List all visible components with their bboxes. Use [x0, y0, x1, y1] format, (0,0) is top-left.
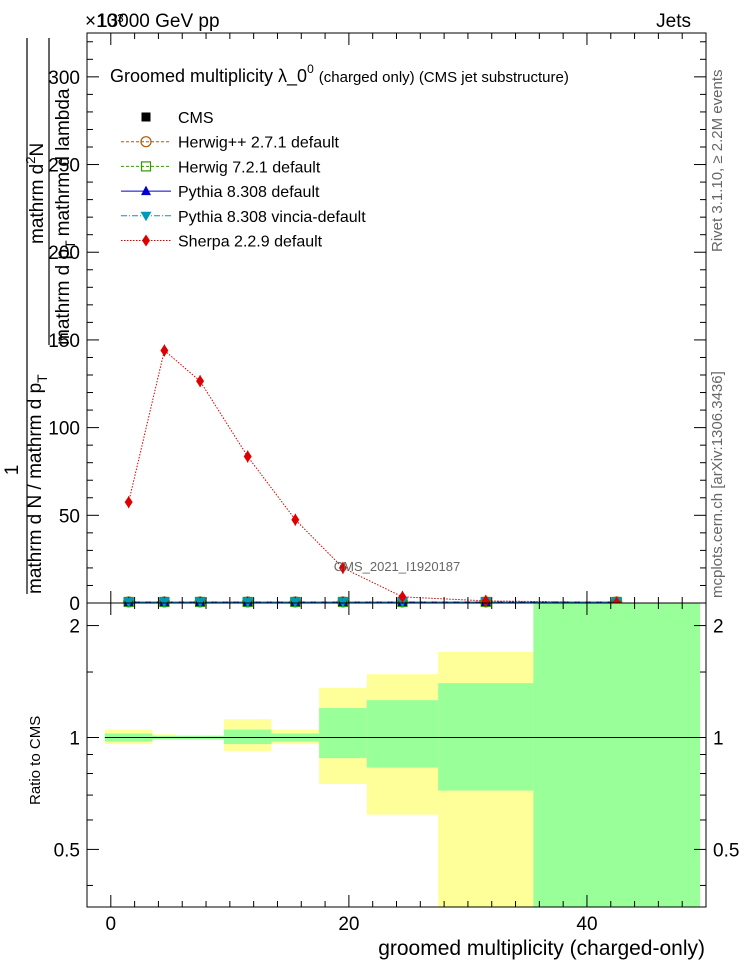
- main-ytick-label: 250: [48, 156, 80, 177]
- main-axes: 0 50 100 150 200 250 300: [48, 33, 706, 615]
- rivet-label: Rivet 3.1.10, ≥ 2.2M events: [709, 70, 726, 253]
- legend-label: Sherpa 2.2.9 default: [178, 234, 323, 251]
- data-point: [338, 561, 347, 574]
- main-panel: 0 50 100 150 200 250 300 Groomed multiplicity …: [48, 32, 707, 615]
- legend-marker: [141, 112, 151, 122]
- legend: CMS Herwig++ 2.7.1 default Herwig 7.2.1 de…: [121, 110, 366, 251]
- main-y-axis-label: 1 mathrm d N / mathrm d pT mathrm d2N ma…: [2, 38, 78, 594]
- ylabel-one: 1: [2, 465, 23, 476]
- mcplots-label: mcplots.cern.ch [arXiv:1306.3436]: [709, 371, 726, 598]
- data-point: [481, 594, 490, 607]
- svg-text:mathrm d2N: mathrm d2N: [23, 143, 48, 244]
- data-point: [124, 496, 133, 509]
- main-ytick-label: 200: [48, 243, 80, 264]
- ylabel-den2-sub: T: [62, 240, 78, 249]
- sherpa-line: [128, 349, 617, 603]
- ratio-ytick-label-right: 2: [713, 617, 724, 638]
- ylabel-num: mathrm d: [27, 164, 48, 244]
- main-chart-title: Groomed multiplicity λ_00 (charged only) …: [110, 62, 569, 87]
- data-point: [196, 375, 205, 388]
- ylabel-den-sub: T: [34, 374, 50, 383]
- ratio-ytick-label-right: 0.5: [713, 840, 739, 861]
- ratio-band-green: [438, 683, 534, 791]
- data-point: [291, 513, 300, 526]
- ratio-ytick-label-left: 1: [69, 728, 80, 749]
- data-point: [243, 450, 252, 463]
- ratio-band-green: [319, 708, 367, 759]
- legend-marker: [140, 161, 152, 172]
- svg-text:mathrm d N / mathrm d pT: mathrm d N / mathrm d pT: [25, 374, 50, 594]
- svg-text:mathrm d pTmathrm d lambda: mathrm d pTmathrm d lambda: [53, 88, 78, 345]
- ylabel-den2-tail: mathrm d lambda: [53, 88, 74, 236]
- main-ytick-label: 100: [48, 419, 80, 440]
- data-point: [160, 344, 169, 357]
- xtick-label: 20: [338, 914, 359, 935]
- legend-marker: [140, 211, 152, 222]
- header-exponent: ×10³: [85, 11, 124, 32]
- header-process: Jets: [656, 11, 691, 32]
- ratio-axes: 0.5 0.51 12 20 20 40: [54, 603, 739, 935]
- main-ytick-label: 150: [48, 331, 80, 352]
- legend-label: CMS: [178, 110, 214, 127]
- ratio-y-axis-label: Ratio to CMS: [27, 716, 44, 805]
- legend-label: Pythia 8.308 default: [178, 184, 320, 201]
- watermark: CMS_2021_I1920187: [334, 559, 461, 574]
- main-ytick-label: 50: [59, 506, 80, 527]
- x-axis-label: groomed multiplicity (charged-only): [378, 937, 705, 960]
- ylabel-num-sup: 2: [23, 157, 38, 164]
- xtick-label: 0: [106, 914, 117, 935]
- ratio-band-green: [533, 603, 701, 907]
- ylabel-num-tail: N: [27, 143, 48, 157]
- title-tail: (charged only) (CMS jet substructure): [319, 69, 569, 86]
- ratio-ytick-label-left: 0.5: [54, 840, 80, 861]
- data-point: [398, 590, 407, 603]
- ratio-band-green: [223, 729, 272, 745]
- ratio-ytick-label-right: 1: [713, 728, 724, 749]
- ratio-ytick-label-left: 2: [69, 617, 80, 638]
- legend-marker: [140, 136, 152, 148]
- ratio-panel: 0.5 0.51 12 20 20 40 groomed multiplicity (ch…: [54, 602, 739, 960]
- xtick-label: 40: [576, 914, 597, 935]
- ylabel-den2: mathrm d p: [53, 249, 74, 345]
- main-marks: [123, 344, 623, 609]
- ylabel-den: mathrm d N / mathrm d p: [25, 383, 46, 594]
- main-ytick-label: 0: [69, 594, 80, 615]
- legend-marker: [141, 185, 151, 196]
- header-energy: 13000 GeV pp: [97, 11, 220, 32]
- legend-label: Pythia 8.308 vincia-default: [178, 209, 366, 226]
- title-sup: 0: [307, 62, 314, 76]
- legend-marker: [142, 234, 150, 247]
- ratio-band-green: [366, 700, 439, 768]
- legend-label: Herwig++ 2.7.1 default: [178, 135, 340, 152]
- main-ytick-label: 300: [48, 68, 80, 89]
- title-main: Groomed multiplicity λ_0: [110, 66, 307, 87]
- legend-label: Herwig 7.2.1 default: [178, 159, 321, 176]
- ratio-bands: [104, 603, 701, 907]
